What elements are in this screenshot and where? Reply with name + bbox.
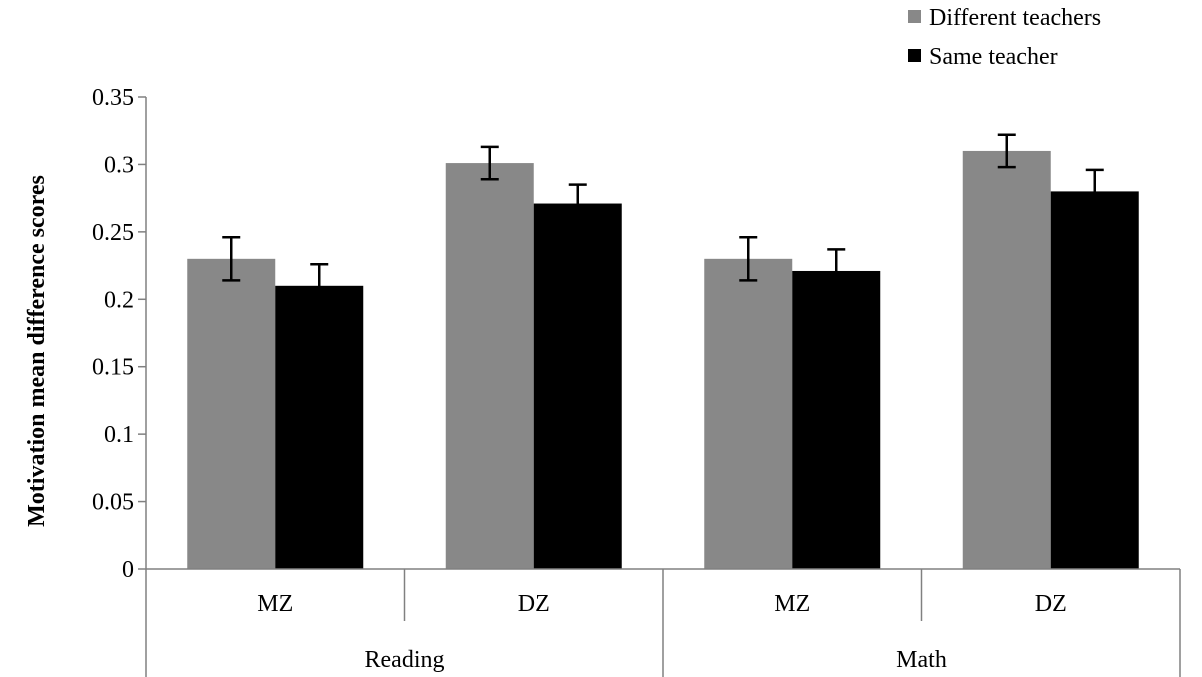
bar bbox=[445, 163, 534, 569]
x-axis: MZ DZ MZ DZ Reading Math bbox=[145, 568, 1181, 677]
y-tick-label: 0.2 bbox=[104, 287, 134, 313]
bar bbox=[1050, 191, 1139, 569]
y-axis: 0 0.05 0.1 0.15 0.2 0.25 0.3 0.35 bbox=[92, 85, 147, 583]
legend-swatch bbox=[908, 10, 921, 23]
legend-label: Same teacher bbox=[929, 44, 1058, 70]
y-tick-label: 0.25 bbox=[92, 220, 134, 246]
bar bbox=[792, 270, 881, 569]
legend: Different teachers Same teacher bbox=[908, 5, 1101, 70]
legend-swatch bbox=[908, 49, 921, 62]
y-tick-label: 0.15 bbox=[92, 355, 134, 381]
legend-label: Different teachers bbox=[929, 5, 1101, 31]
bar bbox=[275, 285, 364, 569]
x-category-label: DZ bbox=[1035, 591, 1067, 617]
x-group-label: Math bbox=[896, 647, 947, 673]
x-category-label: MZ bbox=[257, 591, 293, 617]
bar bbox=[187, 258, 276, 569]
y-tick-label: 0 bbox=[122, 557, 134, 583]
y-tick-label: 0.05 bbox=[92, 490, 134, 516]
y-tick-label: 0.35 bbox=[92, 85, 134, 111]
y-tick-label: 0.3 bbox=[104, 152, 134, 178]
error-bars bbox=[222, 133, 1104, 309]
y-axis-title-group: Motivation mean difference scores bbox=[24, 175, 50, 527]
y-axis-title: Motivation mean difference scores bbox=[24, 175, 50, 527]
bar bbox=[704, 258, 793, 569]
x-category-label: MZ bbox=[774, 591, 810, 617]
bars bbox=[187, 150, 1139, 569]
bar bbox=[533, 203, 622, 569]
x-group-label: Reading bbox=[365, 647, 445, 673]
bar bbox=[962, 150, 1051, 569]
y-tick-label: 0.1 bbox=[104, 422, 134, 448]
x-category-label: DZ bbox=[518, 591, 550, 617]
